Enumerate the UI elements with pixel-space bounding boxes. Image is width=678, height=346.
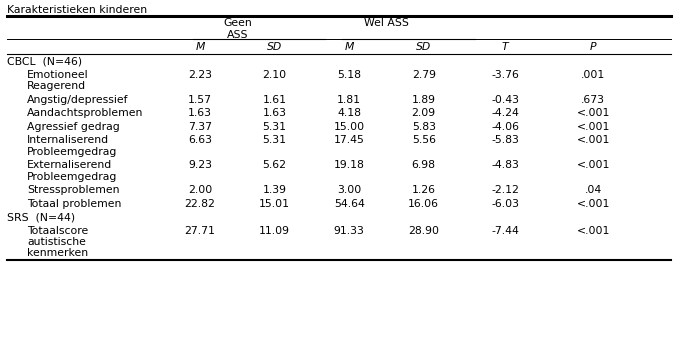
Text: 5.31: 5.31 (262, 122, 287, 132)
Text: <.001: <.001 (576, 135, 610, 145)
Text: Totaal problemen: Totaal problemen (27, 199, 121, 209)
Text: Emotioneel: Emotioneel (27, 70, 89, 80)
Text: Totaalscore: Totaalscore (27, 226, 88, 236)
Text: 2.09: 2.09 (412, 108, 436, 118)
Text: 1.39: 1.39 (262, 185, 287, 195)
Text: SD: SD (416, 42, 431, 52)
Text: 5.31: 5.31 (262, 135, 287, 145)
Text: kenmerken: kenmerken (27, 248, 88, 258)
Text: 2.79: 2.79 (412, 70, 436, 80)
Text: .001: .001 (581, 70, 605, 80)
Text: 2.00: 2.00 (188, 185, 212, 195)
Text: 54.64: 54.64 (334, 199, 365, 209)
Text: 28.90: 28.90 (408, 226, 439, 236)
Text: -4.24: -4.24 (491, 108, 519, 118)
Text: 7.37: 7.37 (188, 122, 212, 132)
Text: .04: .04 (584, 185, 602, 195)
Text: Angstig/depressief: Angstig/depressief (27, 95, 129, 105)
Text: 15.01: 15.01 (259, 199, 290, 209)
Text: 6.98: 6.98 (412, 160, 436, 170)
Text: -0.43: -0.43 (491, 95, 519, 105)
Text: 15.00: 15.00 (334, 122, 365, 132)
Text: 91.33: 91.33 (334, 226, 365, 236)
Text: Agressief gedrag: Agressief gedrag (27, 122, 120, 132)
Text: 2.10: 2.10 (262, 70, 287, 80)
Text: Reagerend: Reagerend (27, 81, 86, 91)
Text: <.001: <.001 (576, 199, 610, 209)
Text: 11.09: 11.09 (259, 226, 290, 236)
Text: 27.71: 27.71 (184, 226, 216, 236)
Text: Externaliserend: Externaliserend (27, 160, 113, 170)
Text: 1.89: 1.89 (412, 95, 436, 105)
Text: 1.81: 1.81 (337, 95, 361, 105)
Text: <.001: <.001 (576, 160, 610, 170)
Text: 4.18: 4.18 (337, 108, 361, 118)
Text: M: M (195, 42, 205, 52)
Text: <.001: <.001 (576, 108, 610, 118)
Text: 5.83: 5.83 (412, 122, 436, 132)
Text: 3.00: 3.00 (337, 185, 361, 195)
Text: Probleemgedrag: Probleemgedrag (27, 172, 117, 182)
Text: -6.03: -6.03 (491, 199, 519, 209)
Text: SRS  (N=44): SRS (N=44) (7, 212, 75, 222)
Text: 22.82: 22.82 (184, 199, 216, 209)
Text: 1.63: 1.63 (262, 108, 287, 118)
Text: 5.62: 5.62 (262, 160, 287, 170)
Text: 1.63: 1.63 (188, 108, 212, 118)
Text: 19.18: 19.18 (334, 160, 365, 170)
Text: ASS: ASS (226, 30, 248, 40)
Text: CBCL  (N=46): CBCL (N=46) (7, 56, 82, 66)
Text: M: M (344, 42, 354, 52)
Text: Karakteristieken kinderen: Karakteristieken kinderen (7, 5, 147, 15)
Text: -5.83: -5.83 (491, 135, 519, 145)
Text: .673: .673 (581, 95, 605, 105)
Text: autistische: autistische (27, 237, 86, 247)
Text: 1.26: 1.26 (412, 185, 436, 195)
Text: 5.18: 5.18 (337, 70, 361, 80)
Text: -2.12: -2.12 (491, 185, 519, 195)
Text: Probleemgedrag: Probleemgedrag (27, 147, 117, 157)
Text: 17.45: 17.45 (334, 135, 365, 145)
Text: Stressproblemen: Stressproblemen (27, 185, 119, 195)
Text: 1.61: 1.61 (262, 95, 287, 105)
Text: 2.23: 2.23 (188, 70, 212, 80)
Text: <.001: <.001 (576, 226, 610, 236)
Text: -4.83: -4.83 (491, 160, 519, 170)
Text: 6.63: 6.63 (188, 135, 212, 145)
Text: -3.76: -3.76 (491, 70, 519, 80)
Text: 16.06: 16.06 (408, 199, 439, 209)
Text: Internaliserend: Internaliserend (27, 135, 109, 145)
Text: Aandachtsproblemen: Aandachtsproblemen (27, 108, 144, 118)
Text: -4.06: -4.06 (491, 122, 519, 132)
Text: Geen: Geen (223, 18, 252, 28)
Text: 5.56: 5.56 (412, 135, 436, 145)
Text: SD: SD (267, 42, 282, 52)
Text: 1.57: 1.57 (188, 95, 212, 105)
Text: T: T (502, 42, 508, 52)
Text: -7.44: -7.44 (491, 226, 519, 236)
Text: P: P (590, 42, 597, 52)
Text: Wel ASS: Wel ASS (364, 18, 409, 28)
Text: <.001: <.001 (576, 122, 610, 132)
Text: 9.23: 9.23 (188, 160, 212, 170)
